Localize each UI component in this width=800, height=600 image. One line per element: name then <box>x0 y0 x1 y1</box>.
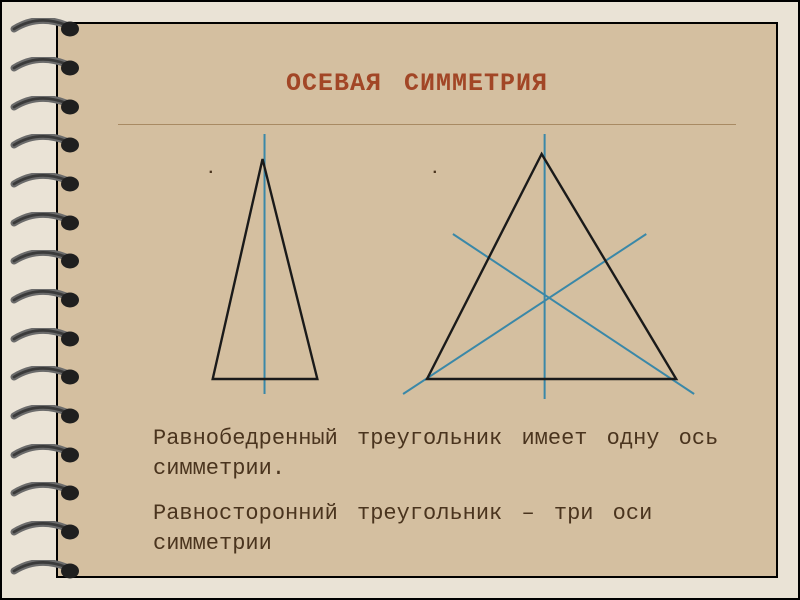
caption-isosceles: Равнобедренный треугольник имеет одну ос… <box>153 424 736 483</box>
slide-card: ОСЕВАЯ СИММЕТРИЯ . . Равнобедренный треу… <box>56 22 778 578</box>
title-rule <box>118 124 736 125</box>
triangles-diagram <box>118 134 736 404</box>
diagram-area <box>118 134 736 404</box>
equilateral-axis-a <box>403 234 646 394</box>
caption-equilateral: Равносторонний треугольник – три оси сим… <box>153 499 736 558</box>
slide-title: ОСЕВАЯ СИММЕТРИЯ <box>58 69 776 98</box>
equilateral-triangle <box>427 154 676 379</box>
outer-frame: ОСЕВАЯ СИММЕТРИЯ . . Равнобедренный треу… <box>0 0 800 600</box>
